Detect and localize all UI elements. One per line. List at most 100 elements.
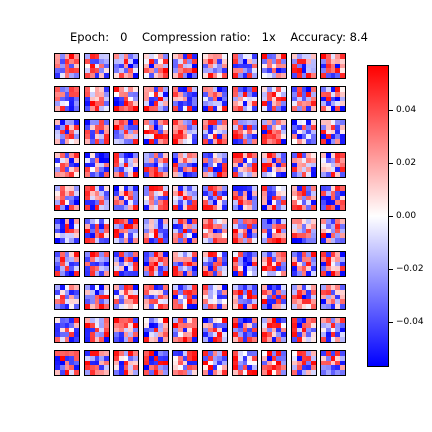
filter-cell	[212, 200, 218, 206]
filter-cell	[276, 294, 282, 300]
filter-cell	[212, 124, 218, 130]
filter-cell	[123, 252, 129, 257]
filter-cell	[104, 299, 109, 305]
filter-cell	[133, 186, 138, 191]
filter-cell	[173, 289, 178, 295]
filter-cell	[222, 58, 227, 64]
filter-cell	[123, 271, 129, 276]
filter-cell	[217, 370, 223, 375]
filter-cell	[217, 190, 223, 196]
filter-cell	[247, 186, 253, 191]
filter-cell	[153, 365, 159, 371]
filter-cell	[148, 261, 154, 267]
filter-cell	[163, 54, 168, 59]
filter-cell	[242, 271, 248, 276]
filter-cell	[203, 134, 208, 140]
filter-cell	[99, 54, 105, 59]
filter-cell	[217, 172, 223, 177]
filter-cell	[133, 139, 138, 144]
filter-cell	[330, 195, 336, 201]
filter-cell	[64, 285, 70, 290]
filter-cell	[306, 219, 312, 224]
filter-cell	[158, 172, 164, 177]
filter-cell	[252, 87, 257, 92]
filter-cell	[153, 200, 159, 206]
filter-cell	[182, 68, 188, 74]
filter-cell	[158, 285, 164, 290]
filter-cell	[94, 87, 100, 92]
filter-cell	[237, 68, 243, 74]
filter-cell	[94, 186, 100, 191]
epoch-label: Epoch:	[70, 30, 110, 44]
filter-cell	[74, 238, 79, 243]
filter-cell	[85, 261, 90, 267]
filter-cell	[335, 285, 341, 290]
filter-cell	[212, 360, 218, 366]
filter-cell	[148, 205, 154, 210]
filter-cell	[281, 120, 286, 125]
filter-cell	[340, 360, 345, 366]
filter-cell	[262, 200, 267, 206]
filter-cell	[144, 120, 149, 125]
filter-cell	[266, 167, 272, 173]
filter-cell	[212, 167, 218, 173]
filter-cell	[158, 223, 164, 229]
filter-cell	[104, 219, 109, 224]
filter-tile	[232, 350, 258, 376]
filter-cell	[335, 186, 341, 191]
filter-cell	[128, 172, 134, 177]
filter-cell	[266, 289, 272, 295]
filter-cell	[104, 223, 109, 229]
filter-cell	[266, 332, 272, 338]
filter-cell	[55, 106, 60, 111]
colorbar-tick	[389, 269, 393, 270]
filter-cell	[114, 205, 119, 210]
filter-cell	[104, 91, 109, 97]
filter-cell	[306, 106, 312, 111]
filter-cell	[74, 294, 79, 300]
filter-cell	[118, 266, 124, 272]
filter-cell	[144, 233, 149, 239]
filter-cell	[252, 124, 257, 130]
filter-cell	[237, 190, 243, 196]
filter-cell	[217, 54, 223, 59]
filter-cell	[59, 153, 65, 158]
filter-cell	[321, 304, 326, 309]
filter-cell	[59, 167, 65, 173]
filter-cell	[187, 337, 193, 342]
filter-cell	[325, 205, 331, 210]
filter-cell	[104, 139, 109, 144]
filter-cell	[104, 124, 109, 130]
filter-cell	[153, 139, 159, 144]
filter-cell	[85, 134, 90, 140]
filter-cell	[94, 327, 100, 333]
filter-cell	[325, 365, 331, 371]
filter-cell	[271, 299, 277, 305]
filter-cell	[182, 96, 188, 102]
filter-cell	[330, 134, 336, 140]
filter-cell	[59, 332, 65, 338]
filter-cell	[212, 73, 218, 78]
filter-cell	[207, 285, 213, 290]
filter-cell	[173, 87, 178, 92]
filter-cell	[99, 195, 105, 201]
filter-cell	[64, 365, 70, 371]
filter-cell	[99, 337, 105, 342]
filter-cell	[247, 299, 253, 305]
filter-cell	[128, 63, 134, 69]
filter-cell	[118, 271, 124, 276]
filter-cell	[266, 223, 272, 229]
filter-cell	[114, 299, 119, 305]
filter-cell	[281, 172, 286, 177]
filter-cell	[177, 360, 183, 366]
filter-cell	[173, 238, 178, 243]
filter-cell	[173, 120, 178, 125]
filter-cell	[292, 186, 297, 191]
filter-cell	[99, 233, 105, 239]
filter-cell	[187, 370, 193, 375]
filter-cell	[99, 304, 105, 309]
filter-cell	[89, 252, 95, 257]
filter-cell	[306, 299, 312, 305]
filter-cell	[271, 360, 277, 366]
filter-cell	[247, 157, 253, 163]
